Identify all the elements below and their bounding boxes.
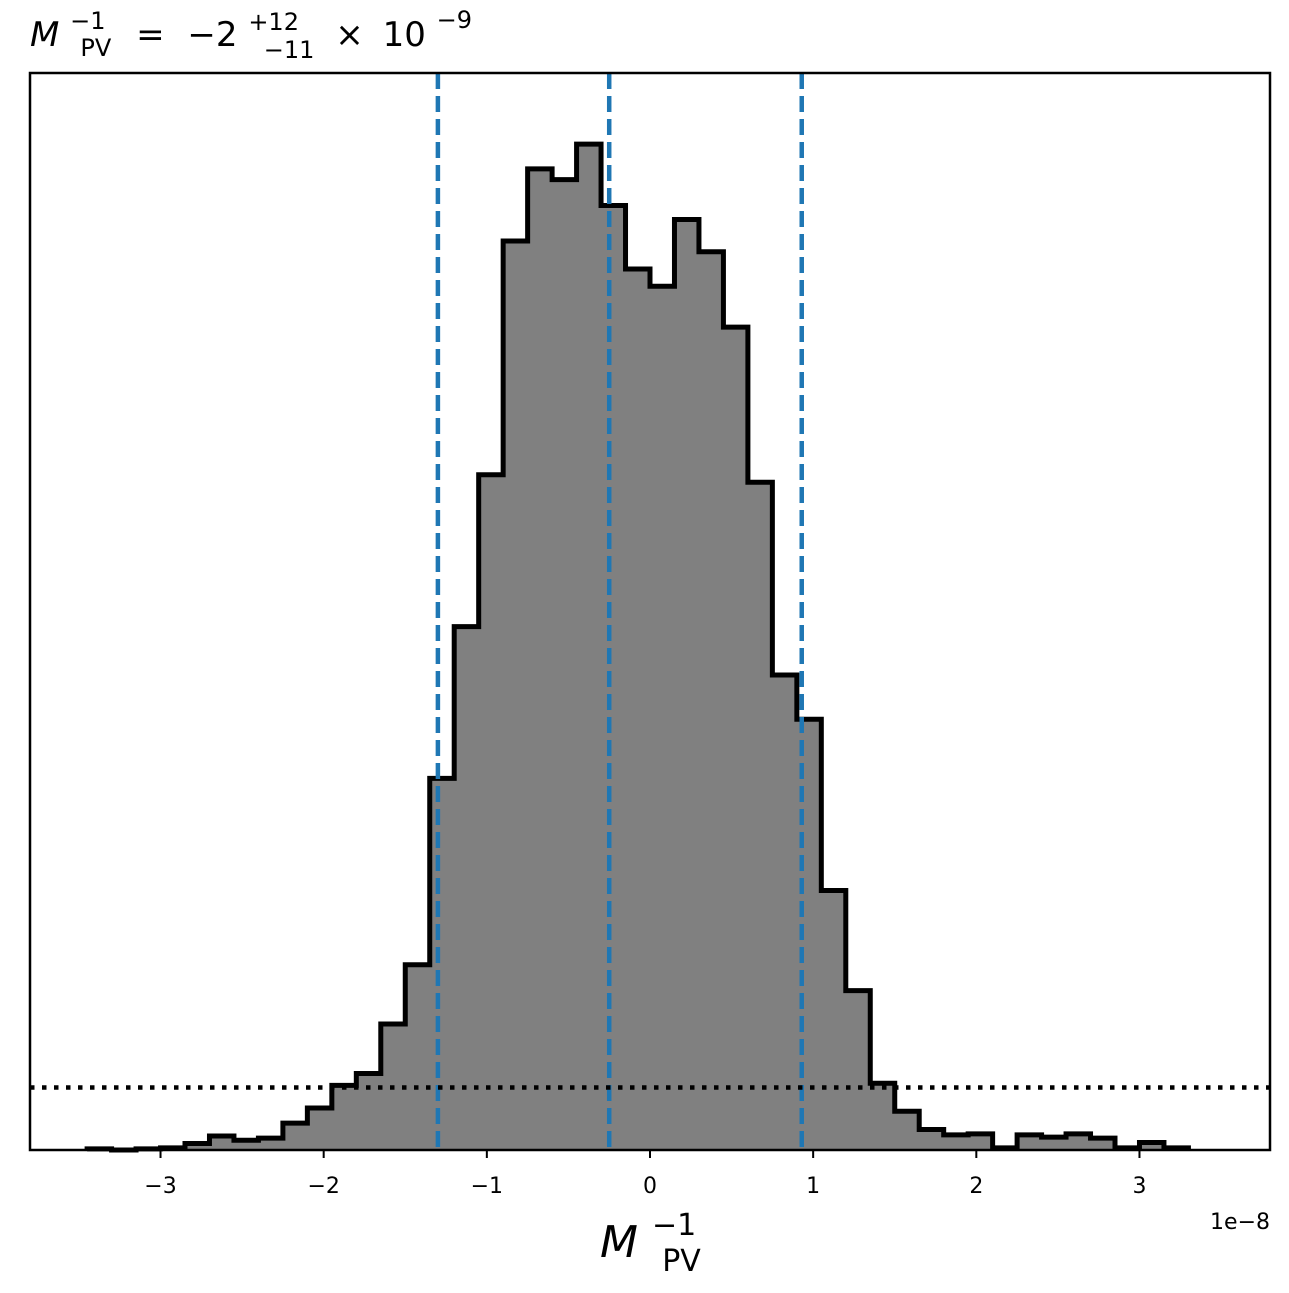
histogram-bin <box>478 474 504 1150</box>
histogram-bin <box>1139 1142 1165 1150</box>
title-times: × <box>335 15 364 55</box>
title-symbol: M <box>30 15 59 55</box>
histogram-bin <box>919 1129 945 1150</box>
histogram-bin <box>1090 1138 1116 1150</box>
histogram-outline <box>84 141 1191 1153</box>
histogram-bin <box>331 1085 357 1150</box>
histogram-bin <box>943 1134 969 1150</box>
x-axis-label: M −1 PV <box>600 1195 710 1279</box>
histogram-bin <box>747 482 773 1150</box>
histogram-bin <box>258 1138 284 1150</box>
xlabel-symbol: M <box>600 1217 638 1268</box>
x-tick-label: −3 <box>144 1174 176 1199</box>
histogram-bin <box>723 327 749 1150</box>
histogram-bin <box>429 778 455 1150</box>
histogram-bin <box>185 1143 210 1150</box>
histogram-bin <box>233 1140 259 1150</box>
histogram-bin <box>527 168 553 1150</box>
x-tick-label: 1 <box>806 1174 820 1199</box>
histogram-bin <box>968 1133 994 1150</box>
histogram-bin <box>503 241 529 1151</box>
histogram-bin <box>845 990 871 1150</box>
x-tick-label: 2 <box>969 1174 983 1199</box>
title-lower: −11 <box>264 36 315 64</box>
histogram-bin <box>307 1107 333 1150</box>
histogram-bin <box>698 251 724 1151</box>
histogram-bin <box>576 144 602 1150</box>
x-axis-ticks: −3 −2 −1 0 1 2 3 <box>144 1150 1146 1199</box>
histogram-bin <box>870 1083 896 1150</box>
histogram-bin <box>552 179 578 1151</box>
credible-interval-lines <box>435 73 804 1150</box>
histogram-bin <box>356 1073 382 1150</box>
histogram-bars <box>87 144 1189 1151</box>
x-tick-label: −2 <box>307 1174 339 1199</box>
title-exp-power: −9 <box>437 6 472 34</box>
histogram-bin <box>674 219 700 1151</box>
chart-title: M −1 PV = −2 +12 −11 × 10 −9 <box>30 0 472 67</box>
x-tick-label: 0 <box>643 1174 657 1199</box>
title-symbol-sup: −1 <box>70 7 105 35</box>
histogram-bin <box>1066 1133 1092 1150</box>
histogram-bin <box>454 626 480 1150</box>
histogram-bin <box>650 286 675 1151</box>
histogram-bin <box>625 269 651 1150</box>
x-tick-label: −1 <box>471 1174 503 1199</box>
histogram-bin <box>209 1135 235 1150</box>
x-axis-offset-label: 1e−8 <box>1210 1210 1270 1235</box>
title-symbol-sub: PV <box>80 34 111 62</box>
histogram-bin <box>821 890 847 1150</box>
title-exp-base: 10 <box>383 15 426 55</box>
histogram-bin <box>772 675 798 1150</box>
title-upper: +12 <box>248 8 299 36</box>
histogram-bin <box>1041 1137 1067 1150</box>
histogram-bin <box>282 1123 308 1150</box>
histogram-bin <box>1017 1134 1043 1150</box>
histogram-bin <box>894 1111 920 1150</box>
histogram-bin <box>405 964 431 1150</box>
xlabel-sub: PV <box>662 1244 701 1279</box>
histogram-bin <box>601 205 627 1150</box>
x-tick-label: 3 <box>1132 1174 1146 1199</box>
title-value: −2 <box>187 15 237 55</box>
title-equals: = <box>136 15 165 55</box>
xlabel-sup: −1 <box>652 1208 696 1243</box>
